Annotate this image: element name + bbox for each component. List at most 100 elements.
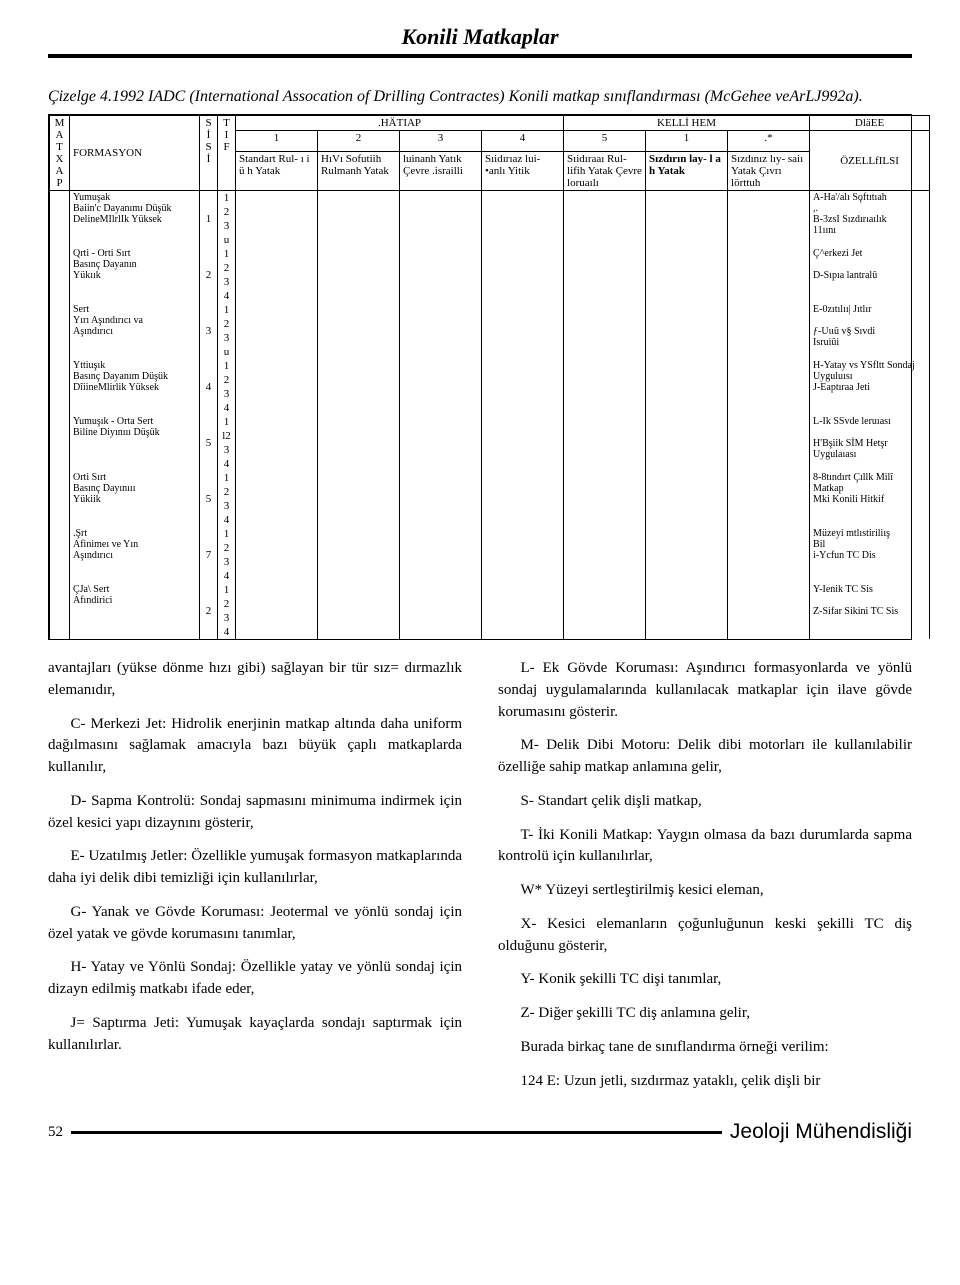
data-cell: [646, 289, 728, 303]
data-cell: [728, 373, 810, 387]
data-cell: [236, 345, 318, 359]
body-paragraph: J= Saptırma Jeti: Yumuşak kayaçlarda son…: [48, 1013, 462, 1057]
data-cell: [482, 191, 564, 206]
data-cell: [318, 611, 400, 625]
data-cell: [400, 555, 482, 569]
data-cell: [400, 513, 482, 527]
subrow-cell: 2: [218, 261, 236, 275]
data-cell: [400, 387, 482, 401]
data-cell: [236, 569, 318, 583]
subrow-cell: 1: [218, 191, 236, 206]
formasyon-header: FORMASYON: [70, 116, 200, 191]
feature-cell: A-Ha'/alı Sǫftıtıah ,. B-3zsI Sızdırıaıl…: [810, 191, 930, 248]
data-cell: [482, 233, 564, 247]
data-cell: [646, 191, 728, 206]
subrow-cell: 1: [218, 247, 236, 261]
data-cell: [482, 471, 564, 485]
formasyon-cell: ÇJa\ Sert Afındirici: [70, 583, 200, 639]
data-cell: [564, 317, 646, 331]
data-cell: [482, 625, 564, 639]
data-cell: [646, 233, 728, 247]
data-cell: [646, 345, 728, 359]
subrow-cell: l2: [218, 429, 236, 443]
data-cell: [400, 289, 482, 303]
formasyon-cell: Yumuşak Baiin'c Dayanımı Düşük DelineMIl…: [70, 191, 200, 248]
data-cell: [728, 513, 810, 527]
subrow-cell: 4: [218, 625, 236, 639]
data-cell: [318, 205, 400, 219]
page-number: 52: [48, 1124, 63, 1141]
data-cell: [400, 471, 482, 485]
subrow-cell: u: [218, 345, 236, 359]
data-cell: [400, 415, 482, 429]
series-cell: 2: [200, 583, 218, 639]
data-cell: [646, 625, 728, 639]
data-cell: [400, 527, 482, 541]
data-cell: [400, 359, 482, 373]
subrow-cell: 1: [218, 471, 236, 485]
data-cell: [482, 485, 564, 499]
data-cell: [646, 513, 728, 527]
row-side-label: [50, 527, 70, 583]
data-cell: [400, 373, 482, 387]
data-cell: [564, 387, 646, 401]
data-cell: [482, 247, 564, 261]
data-cell: [482, 289, 564, 303]
bearing-label-3: luinanh Yatık Çevre .israilli: [400, 152, 482, 191]
data-cell: [400, 485, 482, 499]
data-cell: [400, 303, 482, 317]
formasyon-cell: Qrti - Orti Sırt Basınç Dayanın Yükıık: [70, 247, 200, 303]
data-cell: [482, 219, 564, 233]
body-paragraph: S- Standart çelik dişli matkap,: [498, 791, 912, 813]
data-cell: [400, 569, 482, 583]
data-cell: [646, 415, 728, 429]
body-paragraph: G- Yanak ve Gövde Koruması: Jeotermal ve…: [48, 902, 462, 946]
data-cell: [482, 415, 564, 429]
subrow-cell: 3: [218, 611, 236, 625]
data-cell: [564, 233, 646, 247]
footer-rule: [71, 1131, 722, 1134]
body-paragraph: H- Yatay ve Yönlü Sondaj: Özellikle yata…: [48, 957, 462, 1001]
subrow-cell: 4: [218, 457, 236, 471]
subrow-cell: 4: [218, 513, 236, 527]
data-cell: [400, 625, 482, 639]
data-cell: [400, 219, 482, 233]
col-num-1: 1: [236, 131, 318, 152]
data-cell: [318, 401, 400, 415]
subrow-cell: 4: [218, 289, 236, 303]
col-num-6: 1: [646, 131, 728, 152]
data-cell: [564, 345, 646, 359]
data-cell: [646, 555, 728, 569]
body-paragraph: E- Uzatılmış Jetler: Özellikle yumuşak f…: [48, 846, 462, 890]
data-cell: [236, 429, 318, 443]
journal-name: Jeoloji Mühendisliği: [730, 1120, 912, 1144]
data-cell: [646, 499, 728, 513]
data-cell: [318, 513, 400, 527]
data-cell: [400, 345, 482, 359]
col-num-4: 4: [482, 131, 564, 152]
row-side-label: [50, 415, 70, 471]
data-cell: [728, 597, 810, 611]
series-cell: 7: [200, 527, 218, 583]
data-cell: [646, 401, 728, 415]
data-cell: [728, 261, 810, 275]
data-cell: [236, 499, 318, 513]
data-cell: [728, 555, 810, 569]
body-paragraph: X- Kesici elemanların çoğunluğunun keski…: [498, 914, 912, 958]
data-cell: [564, 457, 646, 471]
data-cell: [646, 359, 728, 373]
data-cell: [646, 331, 728, 345]
iadc-table: M A T X A P FORMASYON SİSİ TIF .HÄTIAP K…: [48, 114, 912, 640]
data-cell: [318, 541, 400, 555]
data-cell: [564, 205, 646, 219]
data-cell: [728, 625, 810, 639]
data-cell: [728, 611, 810, 625]
data-cell: [728, 541, 810, 555]
series-cell: 2: [200, 247, 218, 303]
col-num-7: .*: [728, 131, 810, 152]
data-cell: [564, 625, 646, 639]
data-cell: [400, 611, 482, 625]
bearing-label-7: Sızdınız lıy- saiı Yatak Çıvrı lörttuh: [728, 152, 810, 191]
data-cell: [236, 597, 318, 611]
data-cell: [728, 499, 810, 513]
